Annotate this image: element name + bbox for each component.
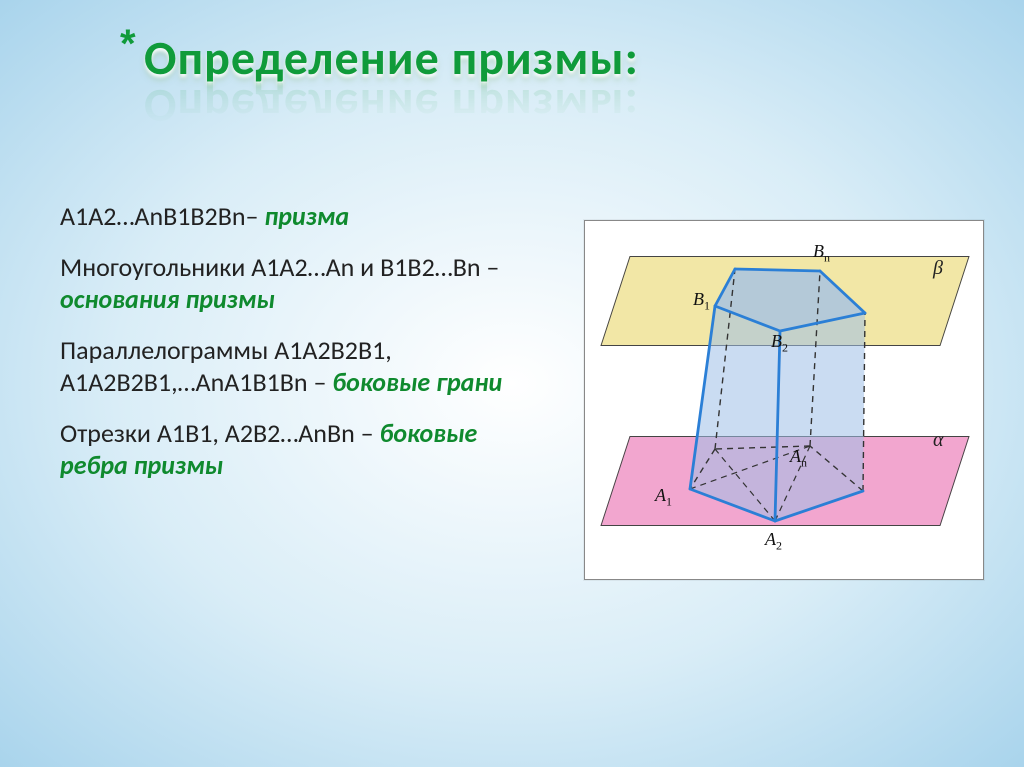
para-bases-text: Многоугольники А1А2…Аn и В1В2…Вn – [60, 251, 499, 283]
slide-title-reflection: Определение призмы: [120, 77, 639, 136]
definition-body: А1А2…АnВ1В2Вn– призма Многоугольники А1А… [60, 200, 520, 500]
para-prism-em: призма [264, 200, 349, 232]
label-A1: A1 [655, 485, 672, 510]
label-Bn: Bn [813, 241, 830, 266]
para-edges: Отрезки А1В1, А2В2…АnВn – боковые ребра … [60, 417, 520, 482]
label-beta: β [933, 257, 943, 280]
para-prism: А1А2…АnВ1В2Вn– призма [60, 200, 520, 233]
label-alpha: α [933, 429, 944, 452]
label-A2: A2 [765, 529, 782, 554]
label-B1: B1 [693, 289, 710, 314]
title-asterisk: * [120, 22, 136, 67]
para-bases: Многоугольники А1А2…Аn и В1В2…Вn – основ… [60, 251, 520, 316]
para-faces: Параллелограммы А1А2В2В1, А1А2В2В1,…АnА1… [60, 334, 520, 399]
para-faces-em: боковые грани [332, 366, 502, 398]
label-An: An [790, 446, 807, 471]
prism-svg [585, 221, 985, 581]
prism-figure: β α Bn B1 B2 A1 A2 An [584, 220, 984, 580]
label-B2: B2 [771, 331, 788, 356]
para-prism-text: А1А2…АnВ1В2Вn– [60, 200, 264, 232]
para-bases-em: основания призмы [60, 283, 275, 315]
para-edges-text: Отрезки А1В1, А2В2…АnВn – [60, 417, 379, 449]
slide-title-block: * Определение призмы: Определение призмы… [120, 28, 639, 136]
